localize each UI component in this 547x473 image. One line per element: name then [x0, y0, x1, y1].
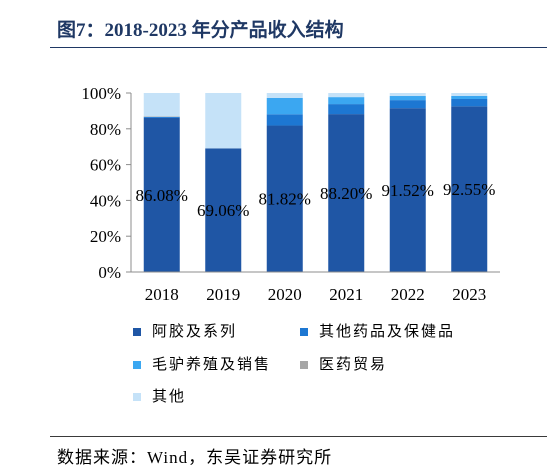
y-tick-label: 20% — [90, 227, 121, 246]
y-tick-label: 80% — [90, 120, 121, 139]
bar-segment-2022-s2 — [389, 100, 426, 109]
bar-segment-2020-s2 — [266, 114, 303, 126]
legend-swatch — [300, 328, 308, 336]
title-divider — [50, 47, 547, 48]
bar-segment-2020-s1 — [266, 125, 303, 272]
figure-title: 图7：2018-2023 年分产品收入结构 — [57, 20, 344, 41]
y-tick-label: 40% — [90, 191, 121, 210]
data-label-2018: 86.08% — [136, 186, 188, 205]
bar-segment-2021-s1 — [328, 114, 365, 273]
legend-label: 其他 — [152, 389, 187, 405]
data-label-2023: 92.55% — [443, 180, 495, 199]
bar-segment-2018-s2 — [143, 116, 180, 118]
bar-stack-2018 — [143, 93, 180, 272]
y-tick-label: 60% — [90, 156, 121, 175]
x-tick-label: 2019 — [206, 285, 240, 304]
bar-stack-2022 — [389, 93, 426, 273]
legend-label: 其他药品及保健品 — [319, 324, 456, 340]
legend-item-series-2: 其他药品及保健品 — [300, 323, 455, 341]
bar-segment-2023-s5 — [451, 93, 488, 96]
bar-stack-2021 — [328, 93, 365, 273]
legend-label: 阿胶及系列 — [152, 324, 238, 340]
bar-segment-2020-s5 — [266, 93, 303, 98]
bar-segment-2021-s5 — [328, 93, 365, 98]
x-tick-label: 2023 — [452, 285, 486, 304]
bar-segment-2022-s5 — [389, 93, 426, 97]
source-note: 数据来源：Wind，东吴证券研究所 — [57, 448, 333, 467]
bar-segment-2018-s4 — [143, 116, 180, 117]
x-tick-label: 2020 — [268, 285, 302, 304]
legend-item-series-5: 其他 — [133, 388, 186, 406]
y-tick-label: 100% — [81, 84, 121, 103]
bar-segment-2018-s1 — [143, 117, 180, 272]
data-label-2022: 91.52% — [382, 181, 434, 200]
bar-stack-2023 — [451, 93, 488, 272]
bar-segment-2018-s5 — [143, 93, 180, 117]
bar-stack-2020 — [266, 93, 303, 272]
bar-segment-2022-s3 — [389, 96, 426, 101]
bar-segment-2023-s1 — [451, 106, 488, 272]
bar-segment-2020-s3 — [266, 97, 303, 115]
bar-segment-2019-s5 — [205, 93, 242, 149]
x-tick-label: 2022 — [391, 285, 425, 304]
bar-segment-2019-s1 — [205, 148, 242, 272]
legend-swatch — [133, 361, 141, 369]
data-label-2020: 81.82% — [259, 190, 311, 209]
bar-segment-2023-s3 — [451, 95, 488, 99]
data-label-2021: 88.20% — [320, 184, 372, 203]
x-tick-label: 2021 — [329, 285, 363, 304]
legend-item-series-1: 阿胶及系列 — [133, 323, 237, 341]
bar-segment-2023-s2 — [451, 99, 488, 107]
bar-segment-2021-s2 — [328, 104, 365, 115]
data-label-2019: 69.06% — [197, 201, 249, 220]
x-tick-label: 2018 — [145, 285, 179, 304]
y-tick-label: 0% — [98, 263, 121, 282]
legend-label: 医药贸易 — [319, 357, 388, 373]
legend-item-series-4: 医药贸易 — [300, 356, 387, 374]
legend-swatch — [300, 361, 308, 369]
legend-swatch — [133, 393, 141, 401]
legend-swatch — [133, 328, 141, 336]
source-divider — [50, 436, 547, 437]
bar-segment-2022-s1 — [389, 108, 426, 273]
bar-stack-2019 — [205, 93, 242, 272]
bar-segment-2021-s3 — [328, 97, 365, 105]
legend-item-series-3: 毛驴养殖及销售 — [133, 356, 271, 374]
legend-label: 毛驴养殖及销售 — [152, 357, 272, 373]
